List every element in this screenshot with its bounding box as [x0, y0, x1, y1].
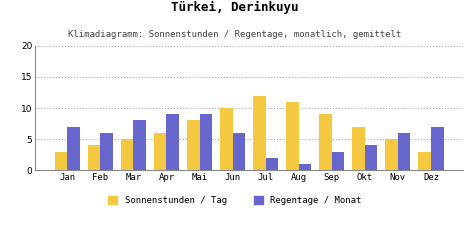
Bar — [299, 164, 311, 170]
Bar — [154, 133, 166, 170]
Bar — [266, 158, 278, 170]
Text: Klimadiagramm: Sonnenstunden / Regentage, monatlich, gemittelt: Klimadiagramm: Sonnenstunden / Regentage… — [68, 30, 402, 39]
Bar — [398, 133, 410, 170]
Bar — [133, 120, 146, 170]
Bar — [220, 108, 233, 170]
Bar — [199, 114, 212, 170]
Bar — [67, 127, 80, 170]
Bar — [100, 133, 113, 170]
Text: Türkei, Derinkuyu: Türkei, Derinkuyu — [171, 1, 299, 14]
Bar — [121, 139, 133, 170]
Text: Copyright (C) 2010 sonnenlaender.de: Copyright (C) 2010 sonnenlaender.de — [148, 225, 322, 234]
Bar — [319, 114, 332, 170]
Bar — [365, 145, 377, 170]
Bar — [55, 152, 67, 170]
Bar — [431, 127, 444, 170]
Bar — [286, 102, 299, 170]
Bar — [233, 133, 245, 170]
Bar — [253, 96, 266, 170]
Bar — [352, 127, 365, 170]
Bar — [332, 152, 345, 170]
Bar — [166, 114, 179, 170]
Bar — [187, 120, 199, 170]
Bar — [88, 145, 100, 170]
Bar — [418, 152, 431, 170]
Bar — [385, 139, 398, 170]
Legend: Sonnenstunden / Tag, Regentage / Monat: Sonnenstunden / Tag, Regentage / Monat — [106, 193, 364, 208]
